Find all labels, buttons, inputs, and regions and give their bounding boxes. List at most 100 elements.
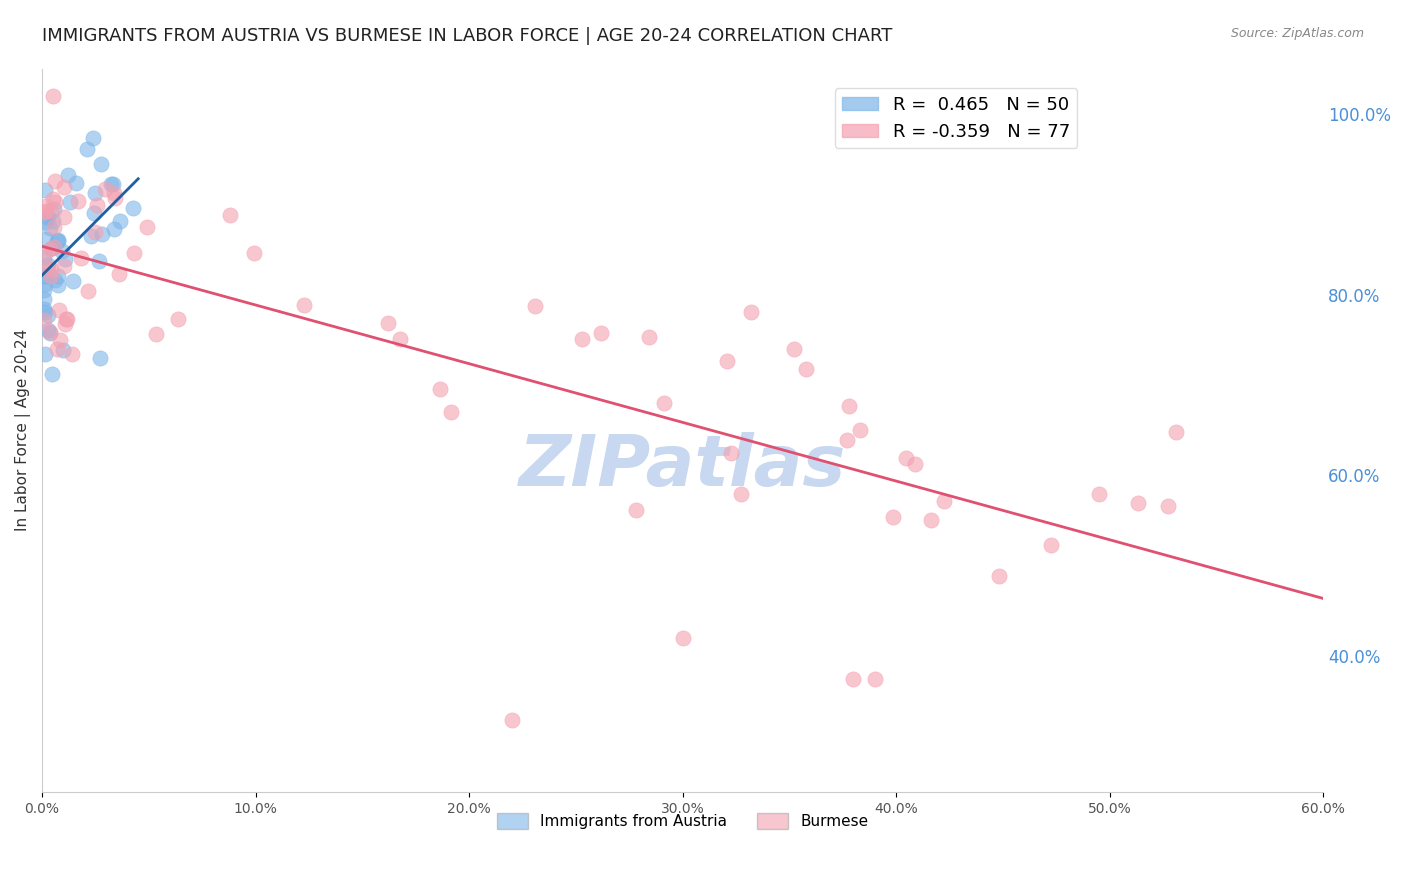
- Point: [652, 396, 675, 410]
- Point: [37, 258, 59, 272]
- Point: [66, 194, 89, 208]
- Point: [90, 157, 112, 171]
- Point: [783, 343, 806, 357]
- Point: [39, 221, 62, 235]
- Point: [44, 174, 66, 188]
- Point: [55, 311, 77, 326]
- Point: [896, 451, 918, 466]
- Point: [720, 446, 742, 460]
- Point: [89, 351, 111, 365]
- Point: [53, 259, 76, 273]
- Point: [34, 210, 56, 224]
- Point: [218, 208, 240, 222]
- Point: [44, 202, 66, 216]
- Point: [34, 277, 56, 291]
- Point: [589, 326, 612, 341]
- Point: [49, 333, 72, 347]
- Point: [107, 267, 129, 281]
- Point: [46, 234, 69, 248]
- Point: [53, 180, 76, 194]
- Point: [37, 309, 59, 323]
- Text: IMMIGRANTS FROM AUSTRIA VS BURMESE IN LABOR FORCE | AGE 20-24 CORRELATION CHART: IMMIGRANTS FROM AUSTRIA VS BURMESE IN LA…: [42, 27, 893, 45]
- Point: [41, 241, 63, 255]
- Point: [167, 311, 190, 326]
- Text: ZIPatlas: ZIPatlas: [519, 432, 846, 501]
- Point: [243, 245, 266, 260]
- Point: [35, 269, 58, 284]
- Point: [103, 222, 125, 236]
- Point: [429, 383, 451, 397]
- Point: [94, 182, 117, 196]
- Point: [1157, 499, 1180, 513]
- Point: [51, 244, 73, 258]
- Point: [59, 194, 82, 209]
- Point: [82, 131, 104, 145]
- Point: [41, 214, 63, 228]
- Point: [523, 299, 546, 313]
- Point: [44, 240, 66, 254]
- Point: [48, 303, 70, 318]
- Point: [921, 513, 943, 527]
- Point: [35, 232, 58, 246]
- Point: [32, 313, 55, 327]
- Point: [716, 353, 738, 368]
- Point: [46, 278, 69, 293]
- Point: [60, 347, 83, 361]
- Point: [76, 142, 98, 156]
- Point: [39, 325, 62, 339]
- Point: [32, 302, 55, 317]
- Point: [1088, 487, 1111, 501]
- Point: [1126, 495, 1149, 509]
- Point: [80, 229, 103, 244]
- Point: [34, 346, 56, 360]
- Point: [136, 220, 159, 235]
- Point: [42, 88, 65, 103]
- Point: [77, 284, 100, 298]
- Point: [70, 252, 93, 266]
- Point: [101, 177, 124, 191]
- Point: [882, 510, 904, 524]
- Point: [52, 210, 75, 224]
- Point: [100, 177, 122, 191]
- Point: [45, 342, 67, 356]
- Point: [389, 332, 412, 346]
- Point: [34, 183, 56, 197]
- Point: [740, 305, 762, 319]
- Point: [46, 234, 69, 248]
- Point: [46, 269, 69, 284]
- Point: [1040, 538, 1063, 552]
- Point: [91, 227, 114, 241]
- Point: [42, 220, 65, 235]
- Point: [842, 672, 865, 686]
- Text: Source: ZipAtlas.com: Source: ZipAtlas.com: [1230, 27, 1364, 40]
- Point: [38, 326, 60, 340]
- Point: [637, 330, 659, 344]
- Point: [932, 494, 955, 508]
- Point: [440, 405, 463, 419]
- Point: [145, 326, 167, 341]
- Point: [41, 268, 63, 283]
- Point: [32, 205, 55, 219]
- Point: [108, 214, 131, 228]
- Point: [44, 273, 66, 287]
- Point: [44, 194, 66, 209]
- Point: [39, 204, 62, 219]
- Point: [1164, 425, 1187, 439]
- Point: [32, 250, 55, 264]
- Point: [65, 176, 87, 190]
- Point: [34, 305, 56, 319]
- Point: [794, 362, 817, 376]
- Point: [122, 201, 145, 215]
- Point: [41, 367, 63, 381]
- Point: [501, 713, 523, 727]
- Point: [56, 312, 79, 326]
- Point: [863, 672, 886, 686]
- Point: [37, 211, 59, 225]
- Legend: Immigrants from Austria, Burmese: Immigrants from Austria, Burmese: [491, 806, 875, 835]
- Point: [377, 316, 399, 330]
- Point: [37, 260, 59, 275]
- Point: [87, 253, 110, 268]
- Point: [83, 225, 105, 239]
- Point: [849, 423, 872, 437]
- Y-axis label: In Labor Force | Age 20-24: In Labor Force | Age 20-24: [15, 329, 31, 532]
